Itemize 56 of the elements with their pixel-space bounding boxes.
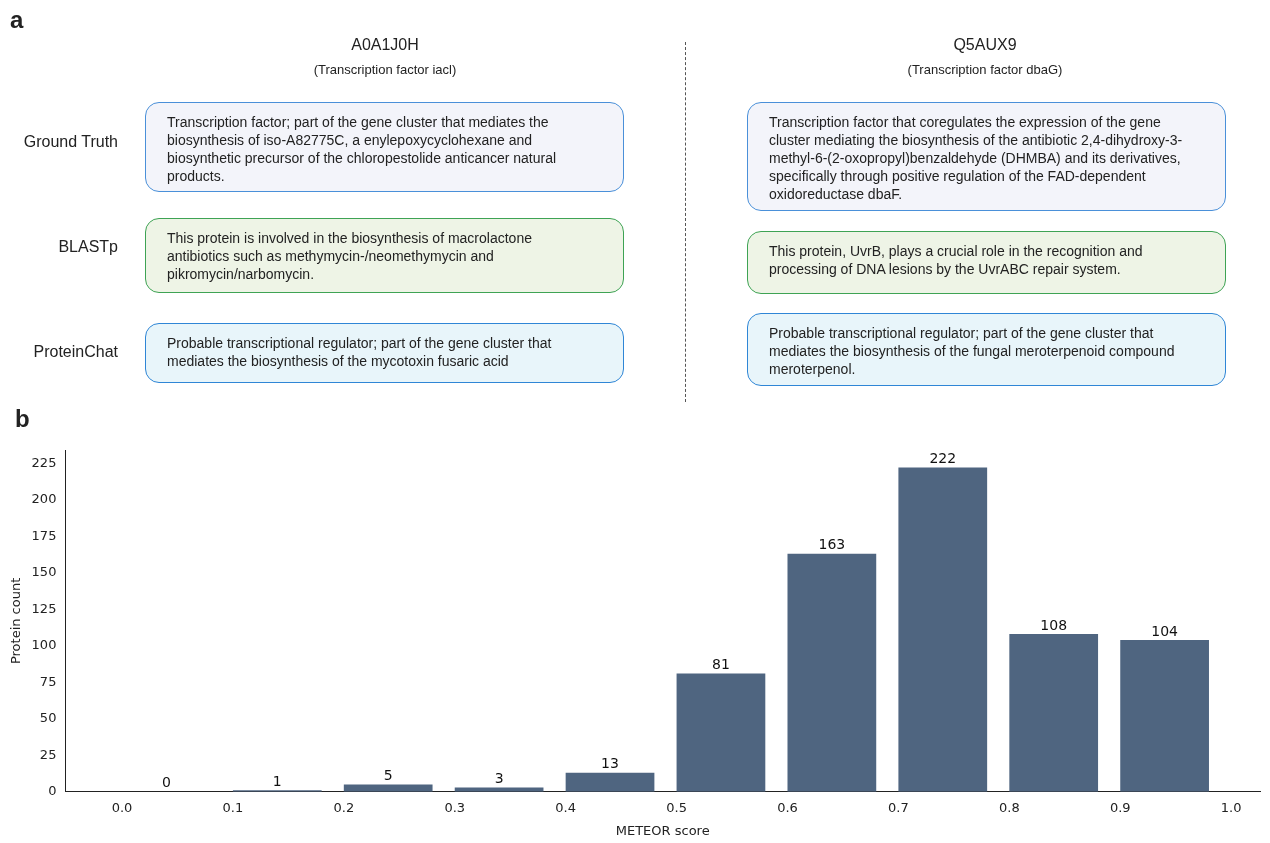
x-tick-label: 0.7 (888, 799, 909, 815)
x-tick-label: 0.9 (1109, 799, 1131, 815)
bar (343, 784, 433, 792)
text: Transcription factor that coregulates the expression of the gene cluster mediating the biosynthesis of the antibiotic 2,4-dihydroxy-3-methyl-6-(2-oxopropyl)benzaldehyde (DHMBA) and its derivatives, specifically through positive regulation of the FAD-dependent oxidoreductase dbaF. (747, 102, 1226, 211)
y-tick-label: 25 (39, 746, 57, 762)
y-tick-label: 100 (31, 637, 57, 653)
bar (454, 787, 544, 792)
data-label: 0 (161, 774, 171, 791)
bar (898, 467, 988, 792)
text: This protein is involved in the biosynthesis of macrolactone antibiotics such as methymycin-/neomethymycin and pikromycin/narbomycin. (145, 218, 624, 293)
text: A0A1J0H (350, 36, 420, 54)
data-label: 222 (929, 450, 957, 467)
x-tick-label: 0.8 (998, 799, 1020, 815)
bar (787, 553, 877, 792)
text: b (15, 405, 30, 433)
y-tick-label: 125 (31, 600, 57, 616)
text: Probable transcriptional regulator; part of the gene cluster that mediates the biosynthesis of the mycotoxin fusaric acid (145, 323, 624, 383)
y-tick-label: 200 (31, 491, 57, 507)
data-label: 5 (383, 767, 393, 784)
data-label: 13 (601, 755, 619, 772)
bar (1009, 634, 1099, 792)
x-tick-label: 0.6 (777, 799, 798, 815)
x-tick-label: 0.3 (444, 799, 466, 815)
bar (1120, 639, 1209, 792)
bar (676, 673, 766, 792)
data-label: 81 (712, 656, 730, 673)
y-tick-label: 225 (31, 454, 57, 470)
text: a (10, 6, 24, 34)
x-tick-label: 0.5 (666, 799, 687, 815)
text: Ground Truth (22, 133, 118, 151)
text: Q5AUX9 (952, 36, 1018, 54)
data-label: 1 (272, 772, 282, 789)
y-tick-label: 175 (31, 527, 57, 543)
text: (Transcription factor iacl) (312, 62, 458, 77)
x-tick-label: 0.2 (333, 799, 355, 815)
data-label: 108 (1040, 616, 1068, 633)
bar (565, 772, 655, 792)
x-axis-title: METEOR score (615, 822, 710, 838)
x-tick-label: 0.4 (555, 799, 576, 815)
x-tick-label: 1.0 (1220, 799, 1242, 815)
y-axis-title: Protein count (8, 577, 24, 665)
y-tick-label: 0 (48, 783, 57, 799)
x-tick-label: 0.1 (222, 799, 244, 815)
text: ProteinChat (32, 343, 118, 361)
data-label: 104 (1151, 622, 1179, 639)
x-tick-label: 0.0 (111, 799, 133, 815)
y-tick-label: 75 (39, 673, 57, 689)
text: Probable transcriptional regulator; part of the gene cluster that mediates the biosynthesis of the fungal meroterpenoid compound meroterpenol. (747, 313, 1226, 386)
data-label: 3 (494, 770, 504, 787)
text: Transcription factor; part of the gene cluster that mediates the biosynthesis of iso-A82775C, a enylepoxycyclohexane and biosynthetic precursor of the chloropestolide anticancer natural products. (145, 102, 624, 192)
y-tick-label: 50 (39, 710, 57, 726)
y-tick-label: 150 (31, 564, 57, 580)
data-label: 163 (818, 536, 846, 553)
text: (Transcription factor dbaG) (906, 62, 1064, 77)
text: This protein, UvrB, plays a crucial role in the recognition and processing of DNA lesions by the UvrABC repair system. (747, 231, 1226, 294)
text: BLASTp (57, 238, 118, 256)
